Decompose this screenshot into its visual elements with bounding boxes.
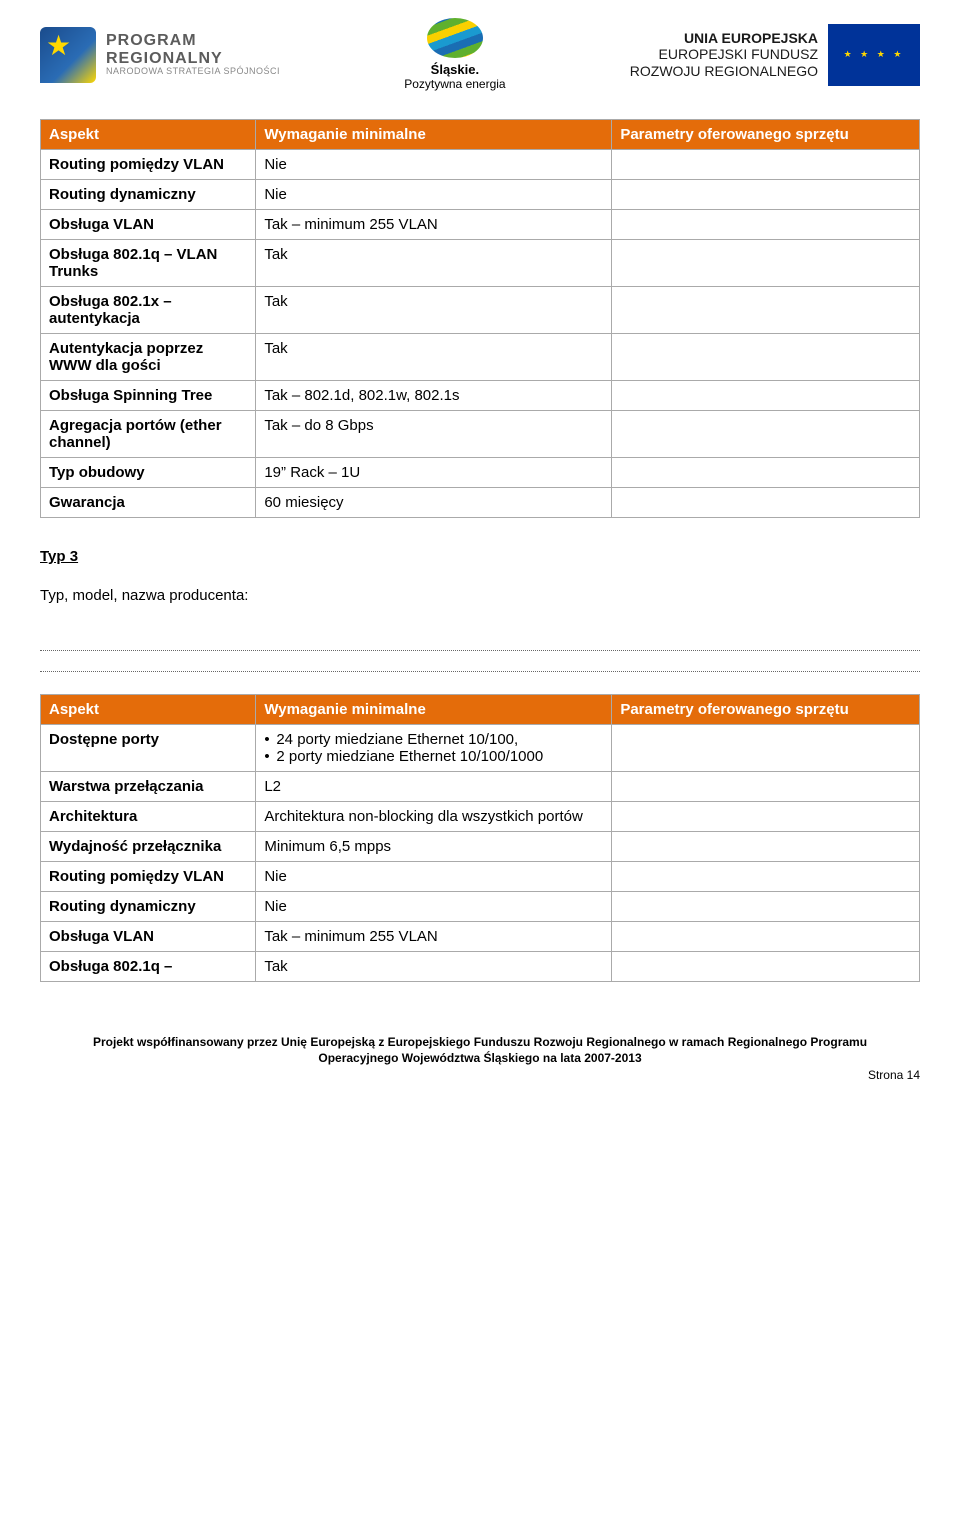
t2-r6-c3 xyxy=(612,952,920,982)
t2-r4-c2: Nie xyxy=(256,892,612,922)
page-footer: Projekt współfinansowany przez Unię Euro… xyxy=(40,1035,920,1084)
t1-r3-c3 xyxy=(612,240,920,287)
regional-subtitle: NARODOWA STRATEGIA SPÓJNOŚCI xyxy=(106,67,280,77)
t1-r5-c1: Autentykacja poprzez WWW dla gości xyxy=(41,334,256,381)
t2-r0-c2: L2 xyxy=(256,772,612,802)
slaskie-title: Śląskie. xyxy=(404,62,505,77)
type3-heading: Typ 3 xyxy=(40,548,920,565)
type3-prompt: Typ, model, nazwa producenta: xyxy=(40,587,920,604)
t2-r1-c2: Architektura non-blocking dla wszystkich… xyxy=(256,802,612,832)
t1-r5-c2: Tak xyxy=(256,334,612,381)
t1-header-parametry: Parametry oferowanego sprzętu xyxy=(612,120,920,150)
page-number: Strona 14 xyxy=(40,1068,920,1084)
eu-flag-icon: ★ ★ ★ ★ xyxy=(828,24,920,86)
t2-ports-c1: Dostępne porty xyxy=(41,725,256,772)
t2-r4-c3 xyxy=(612,892,920,922)
t2-header-aspekt: Aspekt xyxy=(41,695,256,725)
t2-r4-c1: Routing dynamiczny xyxy=(41,892,256,922)
t2-r3-c1: Routing pomiędzy VLAN xyxy=(41,862,256,892)
t1-r9-c3 xyxy=(612,488,920,518)
logo-slaskie: Śląskie. Pozytywna energia xyxy=(404,18,505,91)
spec-table-2: Aspekt Wymaganie minimalne Parametry ofe… xyxy=(40,694,920,982)
t1-r4-c2: Tak xyxy=(256,287,612,334)
logo-regional: PROGRAM REGIONALNY NARODOWA STRATEGIA SP… xyxy=(40,27,280,83)
t1-r8-c3 xyxy=(612,458,920,488)
slaskie-sub: Pozytywna energia xyxy=(404,77,505,91)
t2-r2-c3 xyxy=(612,832,920,862)
t2-r1-c3 xyxy=(612,802,920,832)
t1-r8-c1: Typ obudowy xyxy=(41,458,256,488)
t1-r7-c3 xyxy=(612,411,920,458)
footer-line2: Operacyjnego Województwa Śląskiego na la… xyxy=(40,1051,920,1067)
t1-r1-c3 xyxy=(612,180,920,210)
t2-r3-c3 xyxy=(612,862,920,892)
type3-fill-lines xyxy=(40,634,920,672)
t1-r6-c3 xyxy=(612,381,920,411)
t1-r8-c2: 19” Rack – 1U xyxy=(256,458,612,488)
eu-title: UNIA EUROPEJSKA xyxy=(630,30,818,46)
header-logos: PROGRAM REGIONALNY NARODOWA STRATEGIA SP… xyxy=(40,18,920,91)
t1-r0-c3 xyxy=(612,150,920,180)
eu-line3: ROZWOJU REGIONALNEGO xyxy=(630,63,818,79)
logo-regional-text: PROGRAM REGIONALNY NARODOWA STRATEGIA SP… xyxy=(106,32,280,77)
t2-header-wymaganie: Wymaganie minimalne xyxy=(256,695,612,725)
t1-r2-c2: Tak – minimum 255 VLAN xyxy=(256,210,612,240)
t1-r3-c1: Obsługa 802.1q – VLAN Trunks xyxy=(41,240,256,287)
t1-r9-c2: 60 miesięcy xyxy=(256,488,612,518)
regional-title-1: PROGRAM xyxy=(106,32,280,50)
t2-r5-c1: Obsługa VLAN xyxy=(41,922,256,952)
t2-r0-c1: Warstwa przełączania xyxy=(41,772,256,802)
t2-r6-c1: Obsługa 802.1q – xyxy=(41,952,256,982)
t1-header-aspekt: Aspekt xyxy=(41,120,256,150)
t1-header-wymaganie: Wymaganie minimalne xyxy=(256,120,612,150)
t2-r5-c3 xyxy=(612,922,920,952)
t2-r0-c3 xyxy=(612,772,920,802)
t1-r7-c2: Tak – do 8 Gbps xyxy=(256,411,612,458)
logo-eu-text: UNIA EUROPEJSKA EUROPEJSKI FUNDUSZ ROZWO… xyxy=(630,30,818,78)
slaskie-swoosh-icon xyxy=(427,18,483,58)
t2-r3-c2: Nie xyxy=(256,862,612,892)
t1-r1-c2: Nie xyxy=(256,180,612,210)
t2-r2-c1: Wydajność przełącznika xyxy=(41,832,256,862)
t2-r1-c1: Architektura xyxy=(41,802,256,832)
footer-line1: Projekt współfinansowany przez Unię Euro… xyxy=(40,1035,920,1051)
t2-ports-c3 xyxy=(612,725,920,772)
t1-r6-c2: Tak – 802.1d, 802.1w, 802.1s xyxy=(256,381,612,411)
t1-r4-c3 xyxy=(612,287,920,334)
t2-r6-c2: Tak xyxy=(256,952,612,982)
t2-r5-c2: Tak – minimum 255 VLAN xyxy=(256,922,612,952)
logo-eu: UNIA EUROPEJSKA EUROPEJSKI FUNDUSZ ROZWO… xyxy=(630,24,920,86)
t2-ports-b1: 24 porty miedziane Ethernet 10/100, xyxy=(264,731,603,748)
t2-ports-b2: 2 porty miedziane Ethernet 10/100/1000 xyxy=(264,748,603,765)
t1-r2-c3 xyxy=(612,210,920,240)
eu-flag-stars: ★ ★ ★ ★ xyxy=(844,49,905,60)
regional-star-icon xyxy=(40,27,96,83)
t1-r6-c1: Obsługa Spinning Tree xyxy=(41,381,256,411)
t1-r2-c1: Obsługa VLAN xyxy=(41,210,256,240)
t2-header-parametry: Parametry oferowanego sprzętu xyxy=(612,695,920,725)
spec-table-1: Aspekt Wymaganie minimalne Parametry ofe… xyxy=(40,119,920,518)
t1-r9-c1: Gwarancja xyxy=(41,488,256,518)
t1-r0-c2: Nie xyxy=(256,150,612,180)
t2-ports-c2: 24 porty miedziane Ethernet 10/100, 2 po… xyxy=(256,725,612,772)
t1-r7-c1: Agregacja portów (ether channel) xyxy=(41,411,256,458)
t1-r4-c1: Obsługa 802.1x – autentykacja xyxy=(41,287,256,334)
t1-r1-c1: Routing dynamiczny xyxy=(41,180,256,210)
t1-r3-c2: Tak xyxy=(256,240,612,287)
eu-line2: EUROPEJSKI FUNDUSZ xyxy=(630,46,818,62)
t1-r0-c1: Routing pomiędzy VLAN xyxy=(41,150,256,180)
t2-r2-c2: Minimum 6,5 mpps xyxy=(256,832,612,862)
regional-title-2: REGIONALNY xyxy=(106,50,280,68)
t1-r5-c3 xyxy=(612,334,920,381)
